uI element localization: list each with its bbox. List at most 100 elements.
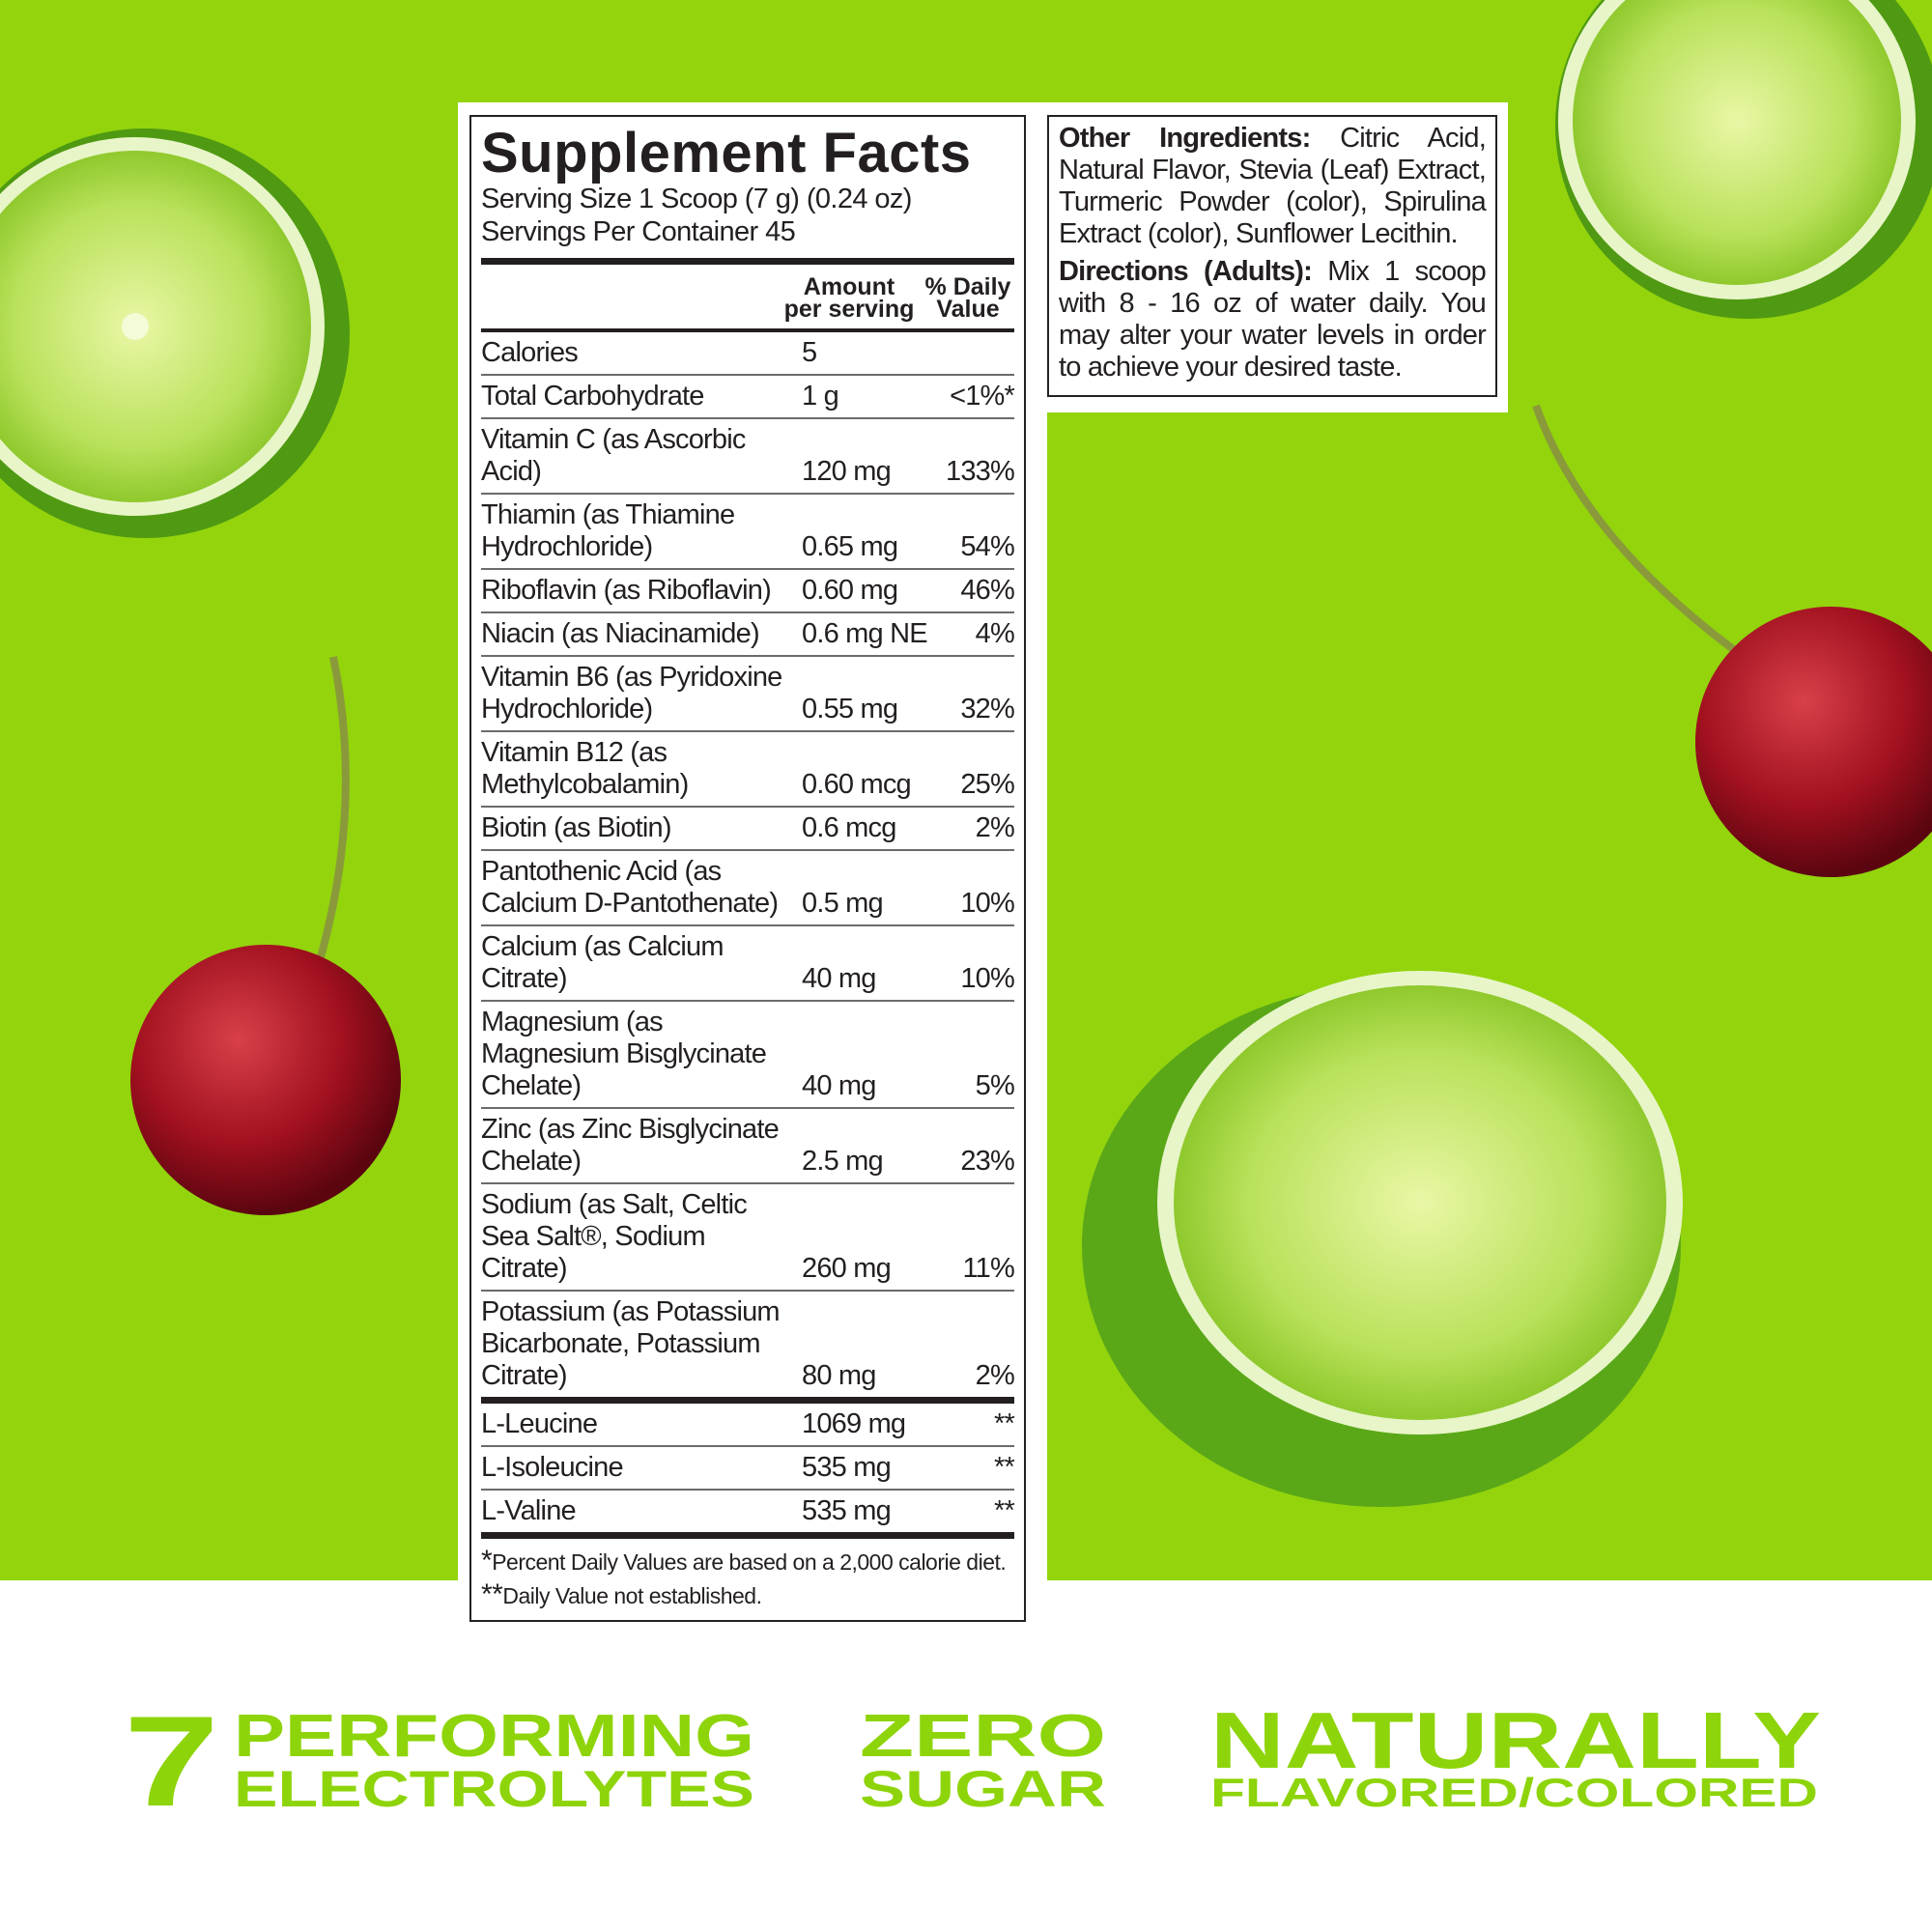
nutrient-row: Total Carbohydrate 1 g <1%* bbox=[481, 376, 1015, 419]
nutrient-daily-value: 23% bbox=[960, 1146, 1014, 1177]
nutrient-row: Zinc (as Zinc Bisglycinate Chelate) 2.5 m… bbox=[481, 1109, 1015, 1184]
nutrient-name: Calories bbox=[481, 337, 579, 368]
servings-per-container: Servings Per Container 45 bbox=[481, 216, 796, 247]
nutrient-daily-value: 25% bbox=[960, 769, 1014, 800]
other-ingredients: Other Ingredients: Citric Acid, Natural … bbox=[1059, 123, 1487, 250]
nutrient-amount: 40 mg bbox=[802, 963, 876, 994]
nutrient-name: Pantothenic Acid (as Calcium D-Pantothen… bbox=[481, 856, 779, 919]
nutrient-name: Vitamin C (as Ascorbic Acid) bbox=[481, 424, 746, 487]
nutrient-name: Sodium (as Salt, Celtic Sea Salt®, Sodiu… bbox=[481, 1189, 748, 1284]
nutrient-table: Calories 5 Total Carbohydrate 1 g <1%* Vitami… bbox=[481, 332, 1015, 1539]
nutrient-row: Potassium (as Potassium Bicarbonate, Pot… bbox=[481, 1292, 1015, 1404]
nutrient-daily-value: 5% bbox=[975, 1070, 1015, 1101]
nutrient-amount: 0.6 mcg bbox=[802, 812, 896, 843]
fruit-illustrations bbox=[0, 0, 1932, 1507]
claim-zero: ZERO bbox=[860, 1703, 1106, 1770]
nutrient-daily-value: 2% bbox=[975, 1360, 1015, 1391]
amount-header: Amount per serving bbox=[783, 273, 915, 323]
nutrient-amount: 5 bbox=[802, 337, 817, 368]
nutrient-row: Calories 5 bbox=[481, 332, 1014, 376]
nutrient-name: Total Carbohydrate bbox=[481, 381, 704, 412]
nutrient-row: L-Valine 535 mg ** bbox=[481, 1491, 1015, 1539]
nutrient-name: Zinc (as Zinc Bisglycinate Chelate) bbox=[481, 1114, 780, 1177]
ingredients-box: Other Ingredients: Citric Acid, Natural … bbox=[1047, 115, 1497, 397]
supplement-facts-box: Supplement Facts Serving Size 1 Scoop (7… bbox=[469, 115, 1026, 1622]
nutrient-amount: 0.60 mg bbox=[802, 575, 898, 606]
nutrient-daily-value: 54% bbox=[960, 531, 1014, 562]
directions: Directions (Adults): Mix 1 scoop with 8 … bbox=[1059, 256, 1487, 384]
nutrient-name: Riboflavin (as Riboflavin) bbox=[481, 575, 772, 606]
nutrient-amount: 0.5 mg bbox=[802, 888, 884, 919]
nutrient-daily-value: ** bbox=[994, 1495, 1015, 1526]
nutrient-amount: 1 g bbox=[802, 381, 839, 412]
footnote-mark: ** bbox=[481, 1578, 503, 1610]
nutrient-amount: 0.55 mg bbox=[802, 694, 898, 724]
nutrient-name: Thiamin (as Thiamine Hydrochloride) bbox=[481, 499, 735, 562]
nutrient-amount: 260 mg bbox=[802, 1253, 892, 1284]
nutrient-row: L-Leucine 1069 mg ** bbox=[481, 1404, 1015, 1447]
nutrient-row: Thiamin (as Thiamine Hydrochloride) 0.65 … bbox=[481, 495, 1015, 570]
divider-thick bbox=[481, 258, 1014, 265]
nutrient-daily-value: ** bbox=[994, 1408, 1015, 1439]
cherry-left bbox=[130, 656, 401, 1215]
nutrient-row: Vitamin B6 (as Pyridoxine Hydrochloride)… bbox=[481, 657, 1015, 732]
claim-naturally: NATURALLY bbox=[1210, 1695, 1821, 1785]
footnote-1: *Percent Daily Values are based on a 2,0… bbox=[481, 1547, 1014, 1577]
other-ingredients-text: Citric Acid, Natural Flavor, Stevia (Lea… bbox=[1059, 123, 1487, 249]
nutrient-name: L-Valine bbox=[481, 1495, 577, 1526]
nutrient-amount: 0.60 mcg bbox=[802, 769, 912, 800]
nutrient-name: Magnesium (as Magnesium Bisglycinate Che… bbox=[481, 1007, 767, 1101]
nutrient-name: Vitamin B12 (as Methylcobalamin) bbox=[481, 737, 689, 800]
nutrient-name: Biotin (as Biotin) bbox=[481, 812, 672, 843]
nutrient-daily-value: 133% bbox=[946, 456, 1015, 487]
nutrient-amount: 40 mg bbox=[802, 1070, 876, 1101]
nutrient-name: Calcium (as Calcium Citrate) bbox=[481, 931, 724, 994]
footnotes: *Percent Daily Values are based on a 2,0… bbox=[481, 1547, 1014, 1610]
nutrient-daily-value: 32% bbox=[960, 694, 1014, 724]
nutrient-daily-value: 10% bbox=[960, 963, 1014, 994]
nutrient-name: Niacin (as Niacinamide) bbox=[481, 618, 760, 649]
claim-electrolytes: ELECTROLYTES bbox=[234, 1761, 754, 1818]
nutrient-amount: 0.65 mg bbox=[802, 531, 898, 562]
nutrient-amount: 0.6 mg NE bbox=[802, 618, 928, 649]
footnote-text: Daily Value not established. bbox=[502, 1583, 762, 1608]
nutrient-name: L-Leucine bbox=[481, 1408, 598, 1439]
nutrient-amount: 535 mg bbox=[802, 1452, 892, 1483]
claim-flavored-colored: FLAVORED/COLORED bbox=[1210, 1770, 1818, 1815]
nutrient-daily-value: <1%* bbox=[950, 381, 1015, 412]
lime-top-left bbox=[0, 128, 350, 538]
claim-performing: PERFORMING bbox=[234, 1703, 754, 1770]
table-header: Amount per serving % Daily Value bbox=[481, 265, 1014, 328]
directions-text: Mix 1 scoop with 8 - 16 oz of water dail… bbox=[1059, 256, 1487, 383]
nutrient-row: Biotin (as Biotin) 0.6 mcg 2% bbox=[481, 808, 1015, 851]
lime-top-right bbox=[1555, 0, 1932, 319]
directions-label: Directions (Adults): bbox=[1059, 256, 1313, 287]
nutrient-row: Riboflavin (as Riboflavin) 0.60 mg 46% bbox=[481, 570, 1015, 613]
claim-sugar: SUGAR bbox=[860, 1761, 1106, 1818]
claims-banner: 7 PERFORMING ELECTROLYTES ZERO SUGAR NAT… bbox=[124, 1690, 1821, 1833]
nutrient-row: Magnesium (as Magnesium Bisglycinate Che… bbox=[481, 1002, 1015, 1109]
daily-value-header: % Daily Value bbox=[924, 273, 1011, 323]
nutrient-amount: 2.5 mg bbox=[802, 1146, 884, 1177]
footnote-mark: * bbox=[481, 1545, 493, 1577]
nutrient-row: Calcium (as Calcium Citrate) 40 mg 10% bbox=[481, 926, 1015, 1002]
nutrient-daily-value: ** bbox=[994, 1452, 1015, 1483]
other-ingredients-label: Other Ingredients: bbox=[1059, 123, 1311, 154]
claim-number: 7 bbox=[124, 1690, 219, 1833]
nutrient-daily-value: 10% bbox=[960, 888, 1014, 919]
nutrient-name: L-Isoleucine bbox=[481, 1452, 624, 1483]
nutrient-row: Vitamin C (as Ascorbic Acid) 120 mg 133% bbox=[481, 419, 1015, 495]
nutrient-daily-value: 11% bbox=[962, 1253, 1015, 1284]
nutrient-amount: 1069 mg bbox=[802, 1408, 906, 1439]
nutrient-amount: 80 mg bbox=[802, 1360, 876, 1391]
ingredients-panel: Other Ingredients: Citric Acid, Natural … bbox=[1047, 102, 1508, 412]
nutrient-daily-value: 2% bbox=[975, 812, 1015, 843]
nutrient-daily-value: 4% bbox=[975, 618, 1015, 649]
footnote-2: **Daily Value not established. bbox=[481, 1580, 1014, 1610]
footnote-text: Percent Daily Values are based on a 2,00… bbox=[492, 1549, 1007, 1575]
nutrient-row: L-Isoleucine 535 mg ** bbox=[481, 1447, 1015, 1491]
nutrient-amount: 120 mg bbox=[802, 456, 892, 487]
nutrient-name: Potassium (as Potassium Bicarbonate, Pot… bbox=[481, 1296, 781, 1391]
nutrient-row: Sodium (as Salt, Celtic Sea Salt®, Sodiu… bbox=[481, 1184, 1015, 1292]
nutrient-row: Niacin (as Niacinamide) 0.6 mg NE 4% bbox=[481, 613, 1015, 657]
